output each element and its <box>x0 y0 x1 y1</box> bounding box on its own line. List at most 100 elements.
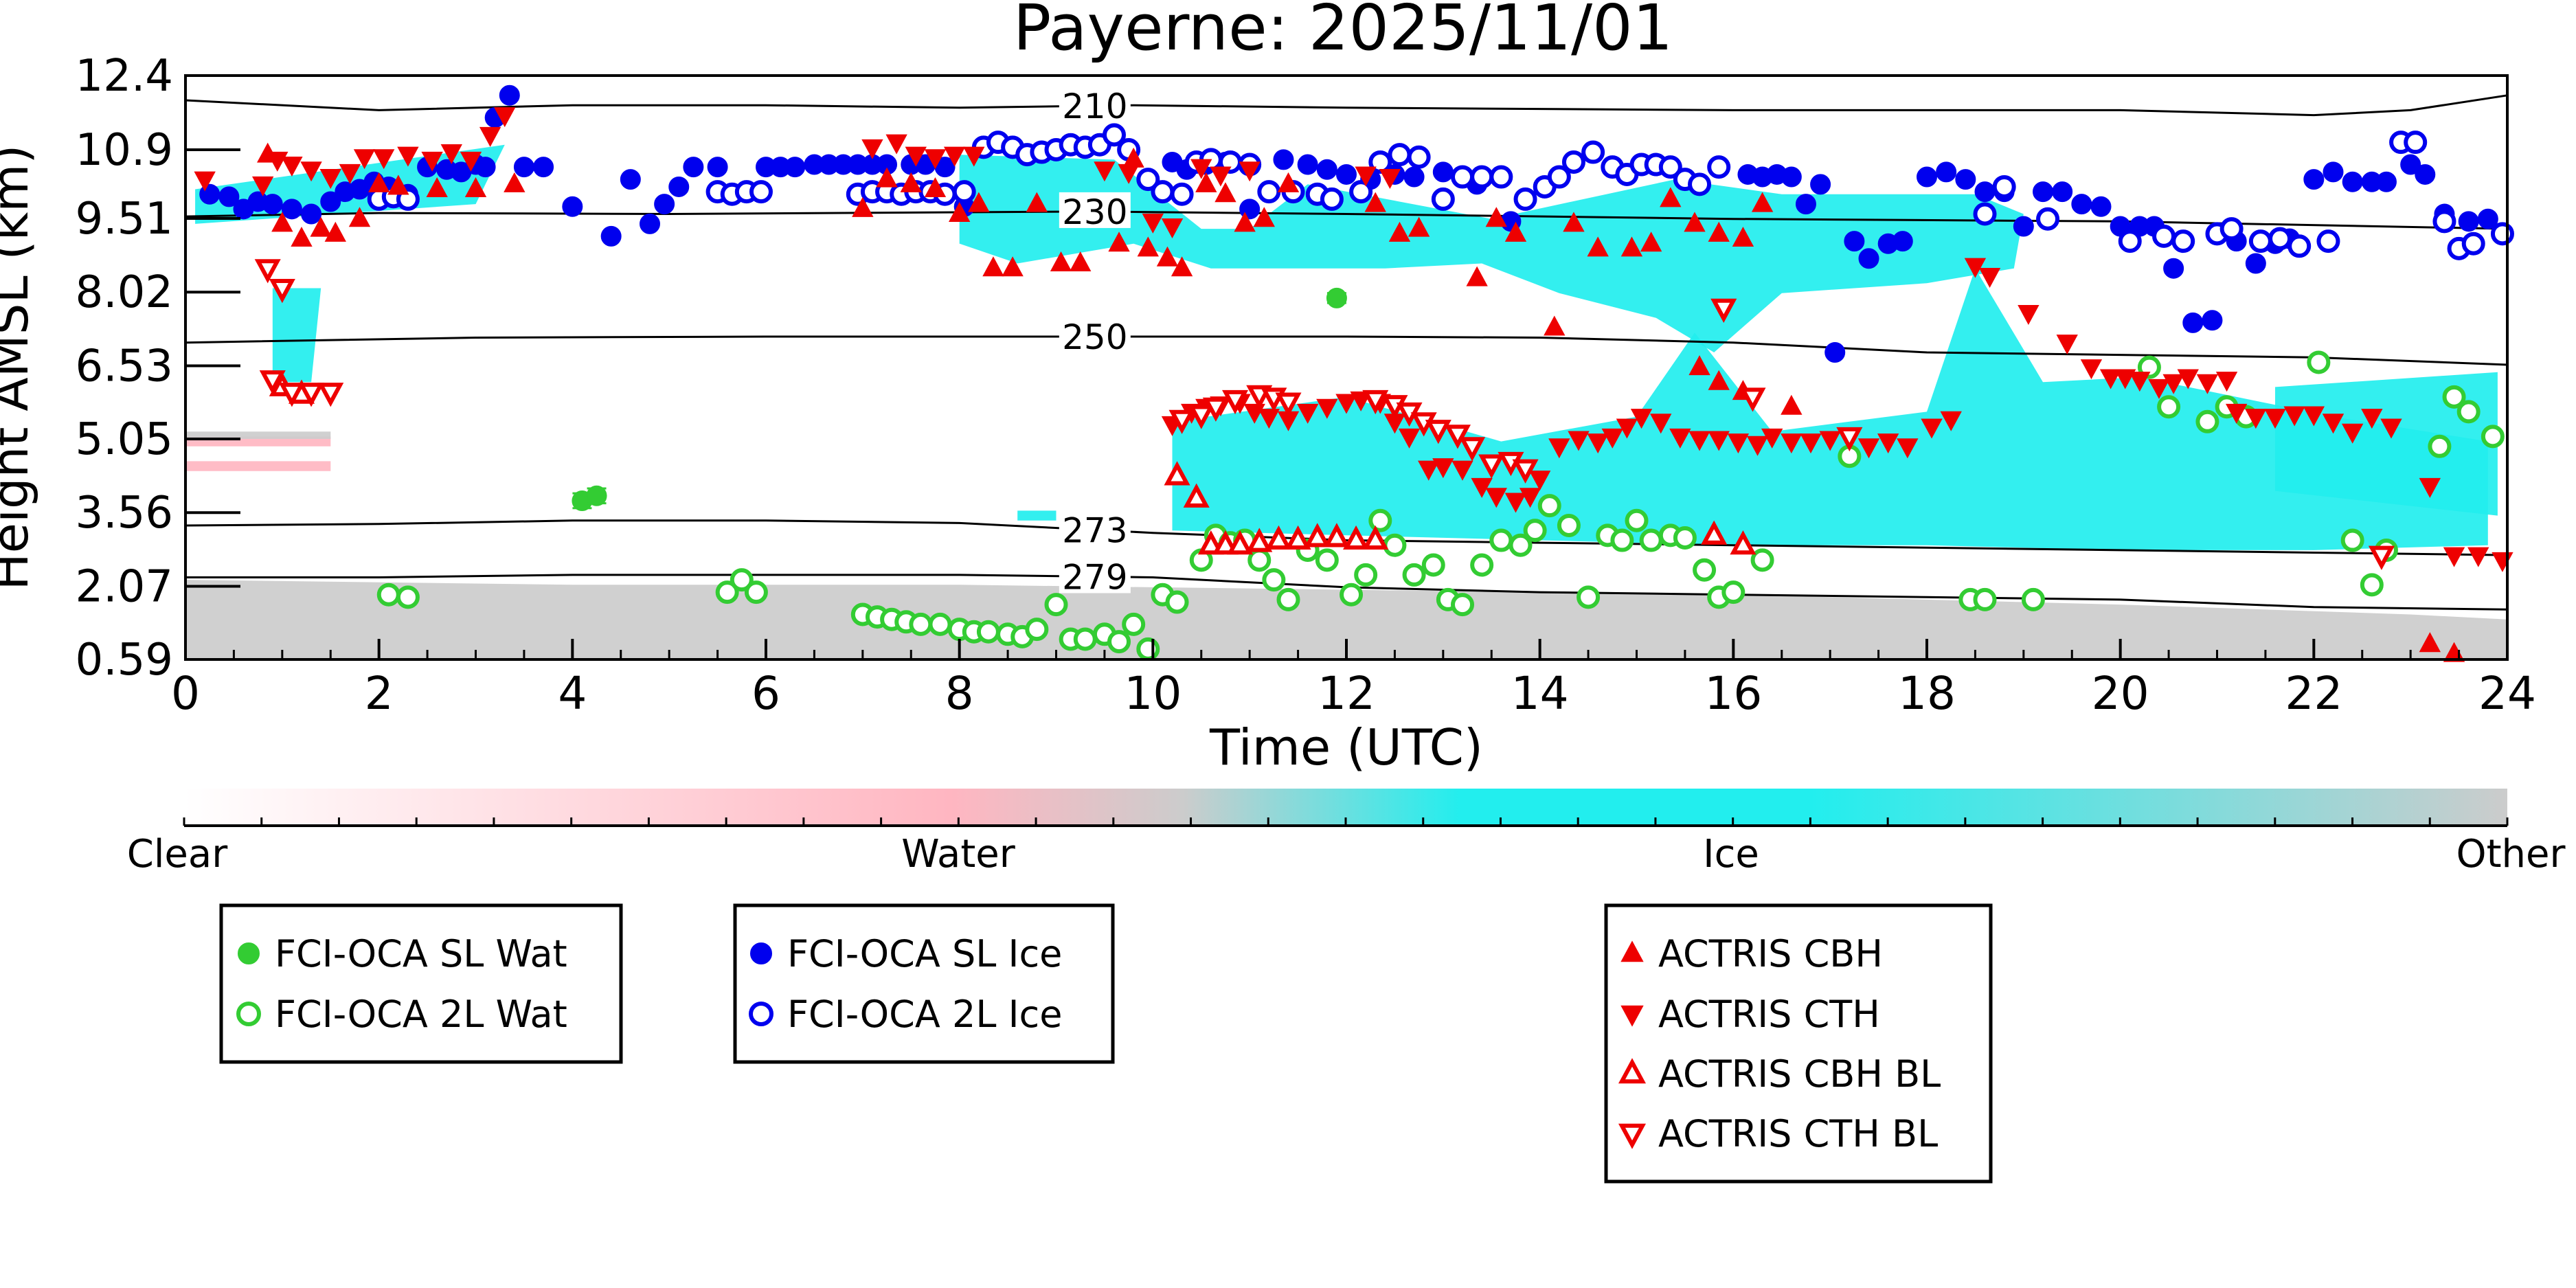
data-point <box>1750 548 1774 572</box>
data-point <box>2477 208 2498 229</box>
data-point <box>952 180 976 204</box>
data-point <box>2118 229 2142 253</box>
data-point <box>1708 370 1730 390</box>
legend-marker-triangle-down-filled <box>1620 1005 1644 1027</box>
data-point <box>1708 221 1730 242</box>
data-point <box>1368 508 1392 532</box>
data-point <box>1877 433 1899 454</box>
legend-entry-actris-cbh-bl: ACTRIS CBH BL <box>1618 1052 1941 1096</box>
x-tick-label: 16 <box>1704 667 1762 720</box>
x-tick-label: 2 <box>365 667 394 720</box>
data-point <box>387 174 409 195</box>
data-point <box>1050 251 1072 271</box>
data-point <box>1616 418 1638 439</box>
data-point <box>396 585 420 609</box>
data-point <box>281 199 302 220</box>
data-point <box>1323 523 1350 547</box>
colorbar-ticks <box>183 817 2509 826</box>
data-point <box>1418 460 1440 481</box>
data-point <box>1921 418 1943 439</box>
data-point <box>2152 224 2176 248</box>
data-point <box>1026 192 1048 212</box>
legend-label: FCI-OCA SL Ice <box>787 932 1062 975</box>
data-point <box>1639 528 1663 552</box>
data-point <box>1739 387 1766 412</box>
data-point <box>1601 428 1623 449</box>
data-point <box>2481 425 2505 449</box>
data-point <box>1858 248 1879 269</box>
data-point <box>1212 530 1239 555</box>
data-point <box>1684 212 1706 232</box>
data-point <box>2340 528 2364 552</box>
data-point <box>1721 580 1745 605</box>
data-point <box>2442 385 2466 409</box>
data-point <box>504 172 526 192</box>
data-point <box>1459 437 1486 462</box>
data-point <box>1751 192 1774 212</box>
legend-symbol <box>750 942 772 964</box>
legend-symbol <box>1618 1058 1647 1084</box>
data-point <box>271 212 293 232</box>
legend-entry-actris-cth-bl: ACTRIS CTH BL <box>1618 1112 1938 1155</box>
data-point <box>2492 552 2513 572</box>
data-point <box>1202 397 1229 422</box>
data-point <box>1504 221 1527 242</box>
data-point <box>2021 587 2045 611</box>
data-point <box>426 177 448 198</box>
data-point <box>339 163 361 184</box>
data-point <box>2163 258 2184 279</box>
data-point <box>2080 359 2103 380</box>
data-point <box>1470 165 1494 189</box>
data-point <box>269 278 295 304</box>
data-point <box>281 157 303 177</box>
data-point <box>928 612 952 636</box>
data-point <box>1320 187 1344 211</box>
data-point <box>1727 433 1750 454</box>
data-point <box>1563 212 1585 232</box>
data-point <box>1795 194 1816 215</box>
data-point <box>1094 161 1116 182</box>
data-point <box>1973 587 1997 611</box>
data-point <box>852 196 874 217</box>
data-point <box>319 169 341 190</box>
data-point <box>1171 256 1193 277</box>
data-point <box>1210 166 1232 187</box>
data-point <box>1561 150 1585 174</box>
data-point <box>1262 568 1286 592</box>
data-point <box>1746 436 1769 456</box>
series-actris-cth-bl <box>254 259 2395 570</box>
y-tick-label: 8.02 <box>76 267 174 318</box>
series-layer <box>194 84 2514 662</box>
data-point <box>1548 438 1570 459</box>
data-point <box>1349 180 1373 204</box>
x-tick-label: 18 <box>1898 667 1956 720</box>
data-point <box>1403 166 1425 188</box>
data-point <box>2177 369 2199 389</box>
data-point <box>1108 231 1130 252</box>
data-point <box>1519 488 1541 508</box>
data-point <box>1275 392 1302 417</box>
data-point <box>1485 207 1507 227</box>
data-point <box>885 134 907 155</box>
data-point <box>900 172 922 192</box>
legend-ice: FCI-OCA SL Ice FCI-OCA 2L Ice <box>733 903 1115 1064</box>
data-point <box>2013 216 2034 237</box>
data-point <box>2033 181 2053 203</box>
data-point <box>1383 533 1407 557</box>
data-point <box>1227 530 1254 555</box>
data-point <box>1257 180 1281 204</box>
data-point <box>2361 409 2383 429</box>
data-point <box>1781 166 1802 188</box>
data-point <box>1581 140 1605 164</box>
data-point <box>2303 406 2325 427</box>
data-point <box>1025 618 1049 642</box>
legend-marker-triangle-down-open <box>1618 1123 1647 1149</box>
data-point <box>324 221 346 242</box>
data-point <box>2456 400 2481 424</box>
data-point <box>683 157 704 178</box>
data-point <box>1836 427 1863 452</box>
data-point <box>943 146 966 167</box>
data-point <box>1137 236 1159 257</box>
data-point <box>600 225 622 247</box>
data-point <box>1336 163 1357 185</box>
